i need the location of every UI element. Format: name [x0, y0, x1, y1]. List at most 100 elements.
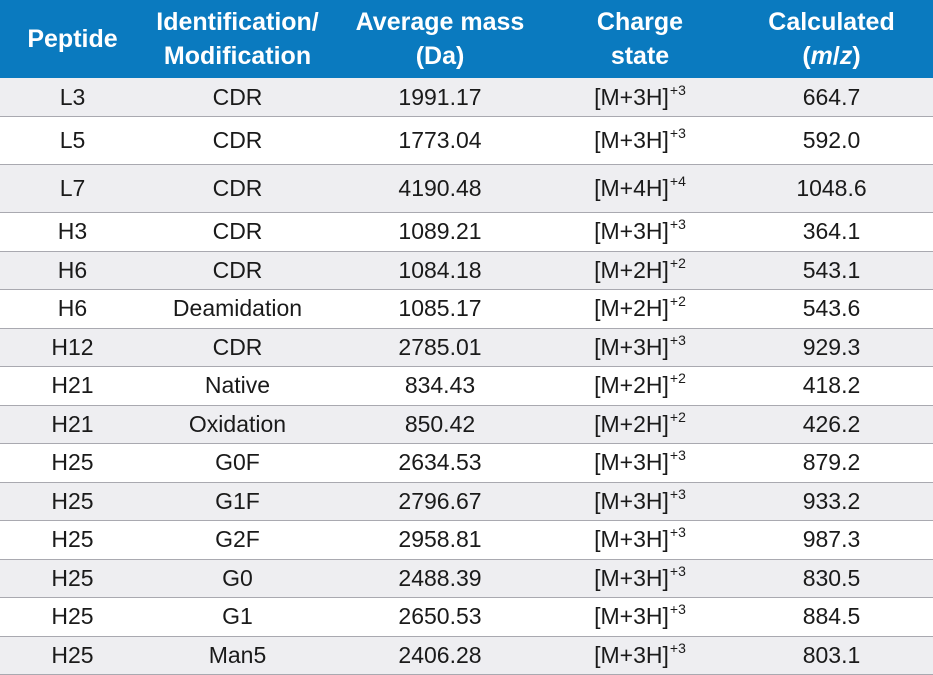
cell-identification: G0 — [145, 559, 330, 598]
cell-charge-state: [M+3H]+3 — [550, 78, 730, 117]
cell-identification: CDR — [145, 212, 330, 252]
charge-superscript: +3 — [669, 81, 686, 98]
table-row: L5 CDR 1773.04 [M+3H]+3 592.0 — [0, 116, 933, 165]
cell-peptide: H25 — [0, 520, 145, 560]
charge-base: [M+3H] — [594, 83, 669, 110]
cell-average-mass: 1991.17 — [330, 78, 550, 117]
cell-peptide: H25 — [0, 559, 145, 598]
charge-base: [M+2H] — [594, 256, 669, 283]
table-row: H25 G0F 2634.53 [M+3H]+3 879.2 — [0, 443, 933, 483]
cell-peptide: H25 — [0, 443, 145, 483]
cell-peptide: L3 — [0, 78, 145, 117]
cell-identification: Man5 — [145, 636, 330, 675]
cell-identification: G0F — [145, 443, 330, 483]
cell-average-mass: 1084.18 — [330, 251, 550, 290]
charge-base: [M+4H] — [594, 175, 669, 201]
cell-calculated-mz: 879.2 — [730, 443, 933, 483]
cell-identification: G1 — [145, 597, 330, 637]
cell-charge-state: [M+3H]+3 — [550, 443, 730, 483]
cell-identification: CDR — [145, 78, 330, 117]
charge-superscript: +2 — [669, 370, 686, 387]
table-row: H21 Oxidation 850.42 [M+2H]+2 426.2 — [0, 405, 933, 444]
cell-average-mass: 2650.53 — [330, 597, 550, 637]
table-row: H25 Man5 2406.28 [M+3H]+3 803.1 — [0, 636, 933, 675]
cell-average-mass: 2488.39 — [330, 559, 550, 598]
charge-base: [M+3H] — [594, 449, 669, 476]
charge-base: [M+3H] — [594, 564, 669, 591]
cell-peptide: H6 — [0, 289, 145, 329]
cell-peptide: H3 — [0, 212, 145, 252]
cell-identification: Oxidation — [145, 405, 330, 444]
cell-charge-state: [M+2H]+2 — [550, 405, 730, 444]
header-calc-line2: (m/z) — [802, 42, 861, 70]
table-row: H12 CDR 2785.01 [M+3H]+3 929.3 — [0, 328, 933, 367]
cell-identification: CDR — [145, 251, 330, 290]
charge-base: [M+3H] — [594, 333, 669, 360]
table-row: H25 G2F 2958.81 [M+3H]+3 987.3 — [0, 520, 933, 560]
charge-superscript: +3 — [669, 524, 686, 541]
cell-charge-state: [M+4H]+4 — [550, 164, 730, 213]
header-row: Peptide Identification/ Modification Ave… — [0, 0, 933, 78]
charge-base: [M+3H] — [594, 603, 669, 630]
cell-peptide: L7 — [0, 164, 145, 213]
cell-calculated-mz: 543.1 — [730, 251, 933, 290]
charge-base: [M+3H] — [594, 641, 669, 668]
header-identification: Identification/ Modification — [145, 0, 330, 78]
cell-charge-state: [M+3H]+3 — [550, 520, 730, 560]
cell-average-mass: 1085.17 — [330, 289, 550, 329]
table-row: H6 Deamidation 1085.17 [M+2H]+2 543.6 — [0, 289, 933, 329]
table-row: L3 CDR 1991.17 [M+3H]+3 664.7 — [0, 78, 933, 117]
charge-base: [M+2H] — [594, 295, 669, 322]
charge-superscript: +2 — [669, 408, 686, 425]
cell-calculated-mz: 884.5 — [730, 597, 933, 637]
table-header: Peptide Identification/ Modification Ave… — [0, 0, 933, 78]
cell-identification: CDR — [145, 164, 330, 213]
header-mass-line1: Average mass — [355, 8, 525, 36]
cell-calculated-mz: 664.7 — [730, 78, 933, 117]
header-charge-line1: Charge — [596, 8, 684, 36]
charge-superscript: +3 — [669, 216, 686, 233]
cell-calculated-mz: 929.3 — [730, 328, 933, 367]
header-charge-line2: state — [610, 42, 670, 70]
header-identification-line2: Modification — [163, 42, 312, 70]
header-charge-state: Charge state — [550, 0, 730, 78]
header-identification-line1: Identification/ — [156, 8, 319, 36]
cell-peptide: L5 — [0, 116, 145, 165]
cell-identification: G1F — [145, 482, 330, 521]
charge-superscript: +2 — [669, 254, 686, 271]
table-body: L3 CDR 1991.17 [M+3H]+3 664.7 L5 CDR 1773.04 [M+… — [0, 78, 933, 675]
cell-average-mass: 1089.21 — [330, 212, 550, 252]
table-row: H25 G1 2650.53 [M+3H]+3 884.5 — [0, 597, 933, 637]
cell-charge-state: [M+3H]+3 — [550, 482, 730, 521]
cell-calculated-mz: 364.1 — [730, 212, 933, 252]
table-row: H3 CDR 1089.21 [M+3H]+3 364.1 — [0, 212, 933, 252]
cell-charge-state: [M+2H]+2 — [550, 251, 730, 290]
cell-charge-state: [M+3H]+3 — [550, 212, 730, 252]
cell-identification: G2F — [145, 520, 330, 560]
cell-calculated-mz: 1048.6 — [730, 164, 933, 213]
cell-calculated-mz: 933.2 — [730, 482, 933, 521]
cell-charge-state: [M+3H]+3 — [550, 559, 730, 598]
charge-base: [M+2H] — [594, 372, 669, 399]
table-row: H6 CDR 1084.18 [M+2H]+2 543.1 — [0, 251, 933, 290]
charge-superscript: +3 — [669, 562, 686, 579]
cell-charge-state: [M+3H]+3 — [550, 328, 730, 367]
cell-charge-state: [M+2H]+2 — [550, 289, 730, 329]
cell-calculated-mz: 803.1 — [730, 636, 933, 675]
cell-charge-state: [M+2H]+2 — [550, 366, 730, 406]
charge-superscript: +3 — [669, 601, 686, 618]
cell-average-mass: 2958.81 — [330, 520, 550, 560]
header-average-mass: Average mass (Da) — [330, 0, 550, 78]
cell-calculated-mz: 592.0 — [730, 116, 933, 165]
cell-average-mass: 2406.28 — [330, 636, 550, 675]
table-row: H21 Native 834.43 [M+2H]+2 418.2 — [0, 366, 933, 406]
charge-base: [M+3H] — [594, 487, 669, 514]
charge-base: [M+3H] — [594, 526, 669, 553]
cell-peptide: H6 — [0, 251, 145, 290]
cell-average-mass: 2796.67 — [330, 482, 550, 521]
charge-base: [M+2H] — [594, 410, 669, 437]
table-row: H25 G0 2488.39 [M+3H]+3 830.5 — [0, 559, 933, 598]
cell-calculated-mz: 543.6 — [730, 289, 933, 329]
cell-identification: Deamidation — [145, 289, 330, 329]
table-row: H25 G1F 2796.67 [M+3H]+3 933.2 — [0, 482, 933, 521]
